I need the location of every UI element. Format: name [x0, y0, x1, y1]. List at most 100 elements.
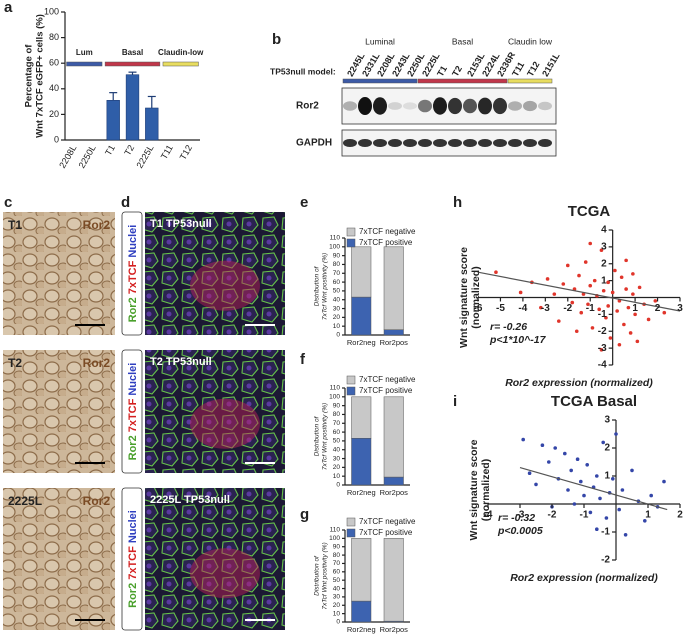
label-frame [121, 211, 143, 336]
point [565, 263, 570, 268]
ihc-image [3, 212, 115, 335]
point [613, 268, 617, 273]
x-tick-label: 3 [677, 303, 683, 314]
blot-band [538, 101, 552, 111]
point [633, 312, 637, 317]
side-label-word: 7xTCF [127, 546, 139, 580]
y-tick-label: 50 [333, 438, 341, 445]
legend-label: 7xTCF positive [359, 386, 413, 395]
y-axis-label: Wnt signature score [468, 439, 480, 540]
point [527, 471, 532, 476]
y-tick-label: 20 [333, 602, 341, 609]
y-tick-label: 100 [44, 6, 59, 16]
blot-band [493, 97, 507, 115]
blot-band [358, 97, 372, 115]
y-tick-label: 60 [49, 58, 59, 68]
point [572, 502, 577, 506]
bar-segment [351, 438, 372, 486]
point [608, 336, 613, 340]
blot-band [373, 139, 387, 147]
point [622, 322, 626, 327]
y-tick-label: 20 [49, 109, 59, 119]
row-label: GAPDH [296, 138, 332, 149]
point [585, 463, 589, 467]
annotation: r= -0.32 [498, 512, 535, 524]
y-tick-label: 80 [333, 552, 341, 559]
y-tick-label: 90 [333, 252, 341, 259]
point [494, 270, 498, 274]
group-label: Claudin low [508, 36, 553, 46]
chart-title: TCGA [568, 203, 611, 220]
y-tick-label: -2 [601, 555, 610, 566]
y-tick-label: 60 [333, 569, 341, 576]
bar-segment [383, 246, 404, 330]
y-tick-label: 1 [601, 275, 607, 286]
y-tick-label: 70 [333, 270, 341, 277]
y-tick-label: -4 [598, 360, 607, 371]
point [631, 292, 635, 296]
bar [106, 100, 120, 141]
point [604, 516, 609, 520]
panel-letter: f [300, 351, 306, 368]
point [582, 493, 586, 498]
legend-swatch [346, 238, 356, 248]
blot-band [418, 139, 432, 147]
y-tick-label: 2 [604, 443, 610, 454]
point [619, 275, 624, 280]
y-tick-label: 3 [601, 242, 607, 253]
x-tick-label: -5 [496, 303, 505, 314]
point [588, 283, 593, 288]
y-tick-label: 80 [333, 261, 341, 268]
point [611, 477, 615, 481]
point [637, 285, 642, 290]
image-label: T1 [8, 218, 22, 232]
bar-segment [351, 538, 372, 602]
point [561, 282, 566, 286]
point [643, 519, 647, 523]
y-tick-label: 80 [49, 32, 59, 42]
point [540, 443, 545, 448]
red-signal [190, 548, 260, 599]
y-tick-label: 100 [329, 244, 340, 251]
point [624, 258, 628, 263]
point [577, 273, 581, 278]
label-frame [121, 487, 143, 631]
y-tick-label: -2 [598, 326, 607, 337]
y-tick-label: 110 [330, 527, 341, 534]
model-label: TP53null model: [270, 66, 336, 76]
group-label: Basal [122, 48, 143, 57]
stain-label: Ror2 [83, 218, 111, 232]
point [662, 310, 667, 315]
y-tick-label: 1 [604, 471, 610, 482]
point [539, 305, 543, 310]
y-axis-label: Distribution of [314, 265, 321, 306]
point [570, 300, 575, 305]
x-tick-label: -3 [516, 510, 525, 521]
y-tick-label: 90 [333, 543, 341, 550]
image-label: T2 [8, 356, 22, 370]
y-axis-label: Wnt 7xTCF eGFP+ cells (%) [35, 14, 46, 138]
group-bar [342, 78, 418, 84]
legend-label: 7xTCF negative [359, 375, 416, 384]
y-tick-label: 4 [601, 225, 607, 236]
point [595, 474, 599, 478]
x-tick-label: -4 [484, 510, 493, 521]
blot-band [433, 97, 447, 115]
y-axis-label: Wnt signature score [458, 247, 470, 348]
x-tick-label: T1 [103, 143, 117, 157]
x-tick-label: -3 [541, 303, 550, 314]
x-tick-label: T12 [178, 143, 194, 161]
legend-swatch [346, 517, 356, 527]
y-tick-label: 20 [333, 314, 341, 321]
blot-band [523, 100, 537, 112]
y-tick-label: 30 [333, 594, 341, 601]
point [583, 260, 588, 264]
side-label-word: 7xTCF [127, 398, 139, 432]
x-tick-label: 2208L [57, 143, 78, 170]
y-tick-label: 110 [330, 385, 341, 392]
x-tick-label: -1 [580, 510, 589, 521]
x-axis-label: Ror2 expression (normalized) [510, 572, 658, 584]
point [595, 527, 599, 531]
x-tick-label: -2 [563, 303, 572, 314]
